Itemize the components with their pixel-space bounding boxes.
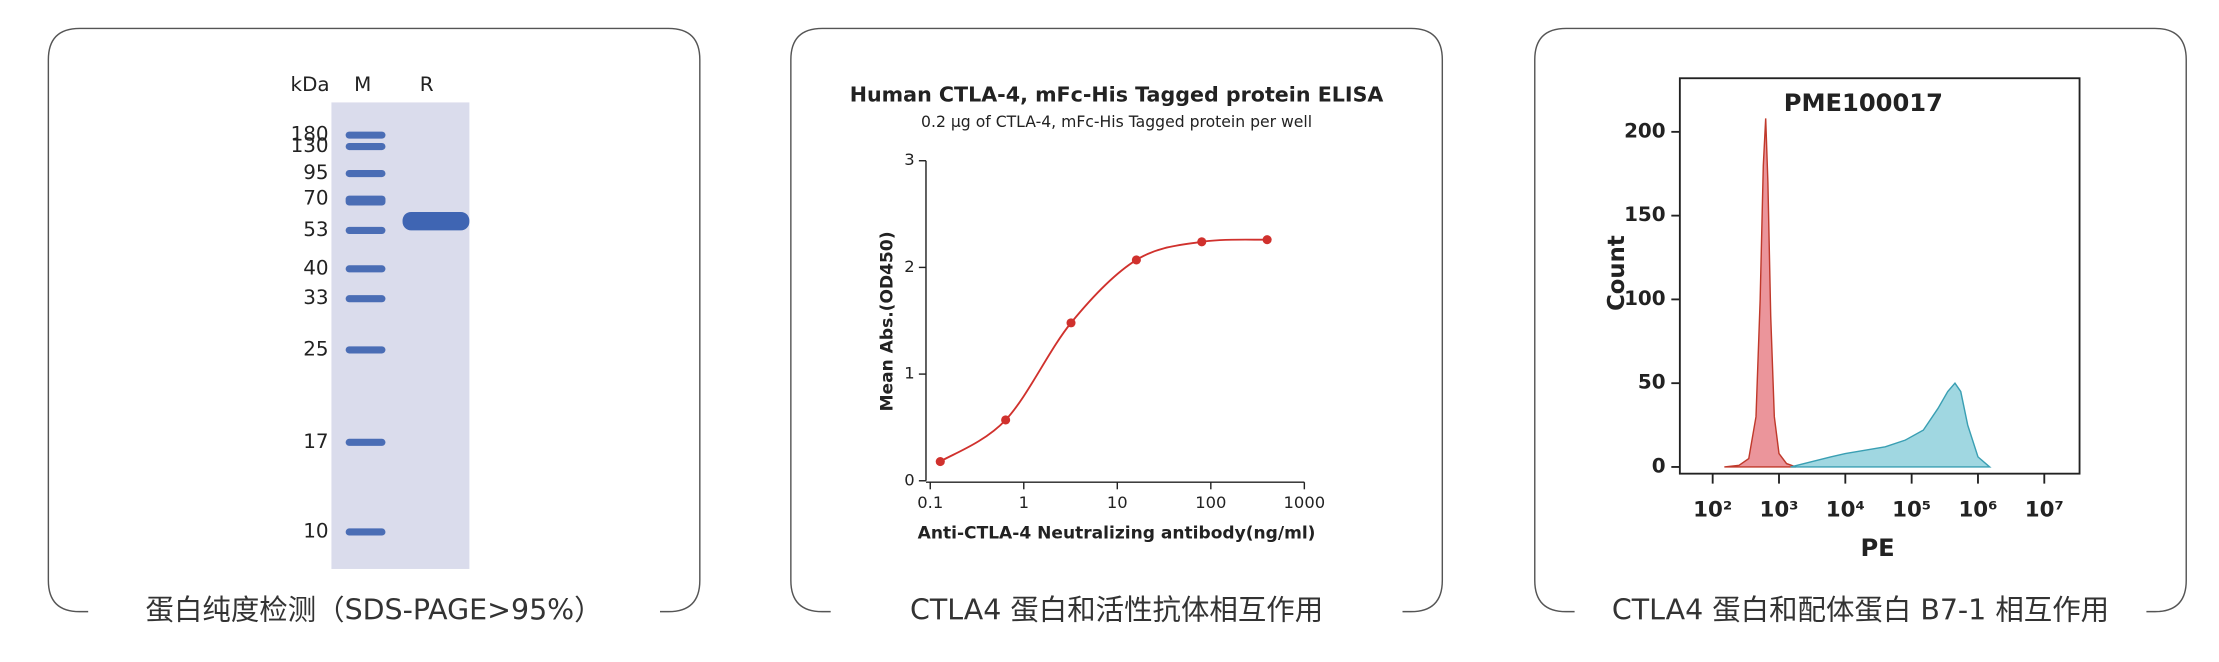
marker-band bbox=[345, 169, 386, 178]
x-tick-label: 10 bbox=[1107, 493, 1128, 512]
marker-band bbox=[345, 131, 386, 139]
y-tick-label: 3 bbox=[904, 150, 914, 169]
y-tick-label: 50 bbox=[1638, 371, 1666, 394]
sample-band bbox=[402, 211, 470, 231]
content: 蛋白纯度检测（SDS-PAGE>95%） CTLA4 蛋白和活性抗体相互作用 CTL… bbox=[47, 27, 2187, 627]
data-point bbox=[1262, 235, 1272, 245]
marker-label: 95 bbox=[303, 161, 328, 184]
x-axis-label: PE bbox=[1860, 534, 1894, 562]
y-tick-label: 2 bbox=[904, 257, 914, 276]
marker-label: 70 bbox=[303, 187, 328, 210]
y-tick-label: 1 bbox=[904, 364, 914, 383]
marker-band bbox=[345, 346, 386, 354]
lane-header: kDa bbox=[291, 73, 330, 96]
marker-label: 40 bbox=[303, 256, 328, 279]
marker-band bbox=[345, 195, 386, 206]
x-tick-label: 10³ bbox=[1759, 498, 1798, 523]
y-tick-label: 100 bbox=[1624, 287, 1666, 310]
data-point bbox=[935, 457, 945, 467]
x-tick-label: 10⁶ bbox=[1958, 498, 1997, 523]
gel-image bbox=[331, 102, 470, 569]
histogram-area bbox=[1724, 118, 1797, 468]
chart-title: PME100017 bbox=[1784, 89, 1943, 117]
x-tick-label: 10² bbox=[1693, 498, 1732, 523]
x-tick-label: 0.1 bbox=[917, 493, 943, 512]
histogram-area bbox=[1790, 382, 1992, 468]
marker-label: 17 bbox=[303, 430, 328, 453]
marker-band bbox=[345, 265, 386, 273]
y-tick-label: 0 bbox=[904, 470, 914, 489]
y-axis-label: Count bbox=[1604, 235, 1630, 311]
panel-frame bbox=[1534, 27, 2187, 613]
chart-subtitle: 0.2 μg of CTLA-4, mFc-His Tagged protein… bbox=[921, 112, 1312, 131]
marker-label: 180 bbox=[291, 123, 329, 146]
data-point bbox=[1066, 318, 1076, 328]
marker-label: 53 bbox=[303, 218, 328, 241]
y-tick-label: 200 bbox=[1624, 119, 1666, 142]
y-tick-label: 150 bbox=[1624, 203, 1666, 226]
panel-frame bbox=[47, 27, 701, 613]
gel-background bbox=[331, 102, 470, 569]
lane-header: M bbox=[354, 73, 371, 96]
x-tick-label: 10⁴ bbox=[1826, 498, 1865, 523]
chart-title: Human CTLA-4, mFc-His Tagged protein ELI… bbox=[850, 82, 1384, 106]
x-tick-label: 100 bbox=[1195, 493, 1226, 512]
marker-band bbox=[345, 295, 386, 303]
x-tick-label: 10⁷ bbox=[2025, 498, 2064, 523]
x-axis-label: Anti-CTLA-4 Neutralizing antibody(ng/ml) bbox=[918, 523, 1316, 543]
fit-curve bbox=[939, 238, 1268, 463]
y-tick-label: 0 bbox=[1652, 454, 1666, 477]
panel-caption: CTLA4 蛋白和活性抗体相互作用 bbox=[910, 594, 1323, 627]
marker-band bbox=[345, 226, 386, 234]
x-tick-label: 1 bbox=[1019, 493, 1029, 512]
marker-label: 25 bbox=[303, 337, 328, 360]
marker-label: 10 bbox=[303, 519, 328, 542]
marker-band bbox=[345, 528, 386, 536]
lane-header: R bbox=[420, 73, 434, 96]
marker-band bbox=[345, 438, 386, 446]
marker-label: 130 bbox=[291, 134, 329, 157]
y-axis-label: Mean Abs.(OD450) bbox=[878, 231, 898, 411]
x-tick-label: 10⁵ bbox=[1892, 498, 1931, 523]
data-point bbox=[1131, 255, 1141, 265]
plot-frame bbox=[1678, 77, 2081, 475]
data-point bbox=[1197, 237, 1207, 247]
marker-band bbox=[345, 142, 386, 151]
x-tick-label: 1000 bbox=[1284, 493, 1326, 512]
panel-caption: CTLA4 蛋白和配体蛋白 B7-1 相互作用 bbox=[1612, 594, 2109, 627]
panel-frame bbox=[790, 27, 1444, 613]
marker-label: 33 bbox=[303, 286, 328, 309]
data-point bbox=[1001, 415, 1011, 425]
panel-caption: 蛋白纯度检测（SDS-PAGE>95%） bbox=[146, 594, 603, 627]
